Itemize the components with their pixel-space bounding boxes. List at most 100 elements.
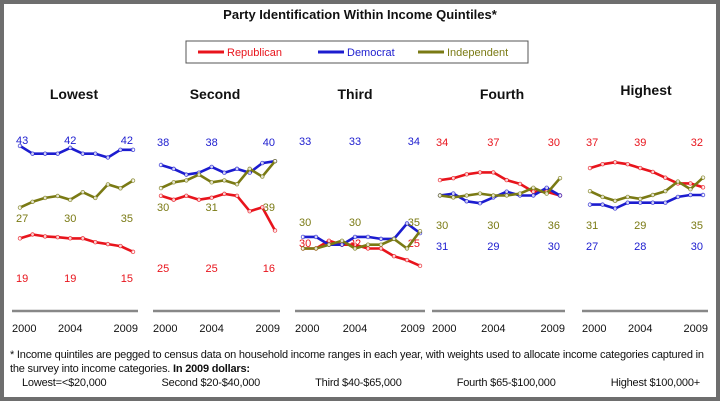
- x-tick-label: 2009: [684, 323, 708, 335]
- data-point-republican: [55, 234, 60, 240]
- data-point-republican: [700, 185, 706, 190]
- data-point-independent: [378, 242, 384, 247]
- data-point-independent: [184, 178, 189, 183]
- data-point-republican: [105, 241, 111, 247]
- data-label-independent: 30: [436, 220, 448, 232]
- data-label-republican: 34: [436, 137, 448, 149]
- data-point-republican: [477, 170, 483, 175]
- data-point-republican: [17, 236, 23, 241]
- data-point-democrat: [700, 192, 706, 198]
- x-tick-label: 2009: [114, 323, 138, 335]
- data-point-democrat: [55, 151, 60, 156]
- data-point-republican: [68, 236, 73, 241]
- panel-highest: Highest 37 39 32 27 28 30 31 29 35 2000 2004 2009: [582, 82, 708, 335]
- data-point-democrat: [171, 166, 176, 172]
- data-point-independent: [300, 246, 306, 251]
- x-tick-label: 2000: [295, 323, 319, 335]
- data-point-republican: [42, 234, 48, 239]
- data-point-democrat: [80, 151, 85, 156]
- data-point-democrat: [222, 170, 227, 175]
- data-point-republican: [531, 189, 536, 194]
- panel-fourth: Fourth 34 37 30 31 29 30 30 30 36 2000 2004 2009: [432, 86, 565, 335]
- x-tick-label: 2004: [58, 323, 82, 335]
- data-point-democrat: [688, 192, 693, 198]
- x-tick-label: 2009: [401, 323, 425, 335]
- data-point-democrat: [638, 200, 643, 205]
- data-point-republican: [517, 181, 523, 187]
- x-tick-label: 2000: [153, 323, 177, 335]
- data-point-republican: [326, 238, 332, 243]
- data-point-democrat: [30, 151, 35, 156]
- legend-label-democrat: Democrat: [347, 47, 395, 59]
- data-point-democrat: [663, 200, 668, 205]
- x-tick-label: 2000: [582, 323, 606, 335]
- data-point-democrat: [477, 200, 483, 206]
- data-point-republican: [491, 170, 496, 175]
- chart-title: Party Identification Within Income Quint…: [223, 7, 498, 22]
- series-line-independent: [589, 176, 704, 203]
- data-point-democrat: [130, 147, 136, 152]
- x-tick-label: 2004: [199, 323, 223, 335]
- data-point-democrat: [451, 191, 456, 196]
- footnote-bold: In 2009 dollars:: [172, 363, 250, 375]
- panel-title: Highest: [620, 82, 672, 98]
- data-point-democrat: [234, 166, 240, 172]
- data-point-republican: [638, 165, 643, 171]
- data-point-independent: [105, 182, 111, 187]
- data-point-independent: [365, 242, 371, 247]
- panel-title: Third: [338, 86, 373, 102]
- data-point-independent: [222, 178, 227, 183]
- data-label-democrat: 33: [299, 136, 311, 148]
- data-label-republican: 32: [691, 137, 703, 149]
- data-point-democrat: [118, 147, 123, 152]
- data-point-democrat: [365, 234, 371, 240]
- data-point-democrat: [544, 185, 549, 190]
- data-label-independent: 31: [586, 220, 598, 232]
- data-label-democrat: 38: [206, 137, 218, 149]
- footnote-text: * Income quintiles are pegged to census …: [10, 349, 704, 375]
- data-point-independent: [464, 193, 469, 198]
- footnote: * Income quintiles are pegged to census …: [10, 348, 710, 390]
- data-point-democrat: [531, 193, 536, 198]
- data-point-independent: [130, 178, 136, 183]
- data-label-republican: 39: [634, 137, 646, 149]
- series-line-democrat: [19, 144, 133, 159]
- data-point-democrat: [404, 221, 410, 226]
- data-point-independent: [209, 180, 214, 185]
- data-point-democrat: [300, 234, 306, 240]
- data-point-independent: [196, 172, 202, 177]
- data-point-republican: [404, 257, 410, 263]
- data-point-republican: [378, 246, 384, 251]
- data-point-democrat: [557, 193, 563, 198]
- data-point-independent: [158, 185, 164, 191]
- data-label-independent: 30: [349, 217, 361, 229]
- data-point-independent: [625, 194, 630, 200]
- data-label-democrat: 42: [121, 135, 133, 147]
- data-label-independent: 30: [487, 220, 499, 232]
- data-point-democrat: [378, 236, 384, 242]
- data-point-independent: [675, 179, 681, 184]
- data-point-democrat: [504, 189, 509, 194]
- data-label-democrat: 40: [263, 137, 275, 149]
- data-point-republican: [365, 246, 371, 251]
- data-label-republican: 16: [263, 263, 275, 275]
- data-point-republican: [688, 181, 693, 186]
- data-label-independent: 30: [299, 217, 311, 229]
- series-line-democrat: [160, 159, 276, 176]
- data-point-democrat: [158, 162, 164, 168]
- data-point-independent: [352, 246, 358, 251]
- series-line-independent: [439, 177, 561, 199]
- data-label-democrat: 31: [436, 241, 448, 253]
- data-label-democrat: 30: [548, 241, 560, 253]
- data-point-independent: [118, 186, 123, 191]
- x-tick-label: 2004: [628, 323, 652, 335]
- series-line-republican: [160, 192, 277, 232]
- data-point-independent: [638, 196, 643, 202]
- data-point-republican: [587, 165, 593, 171]
- data-point-republican: [184, 193, 189, 198]
- data-label-democrat: 27: [586, 241, 598, 253]
- data-point-republican: [612, 160, 618, 165]
- data-point-republican: [234, 193, 240, 198]
- range-third: Third $40-$65,000: [315, 377, 402, 389]
